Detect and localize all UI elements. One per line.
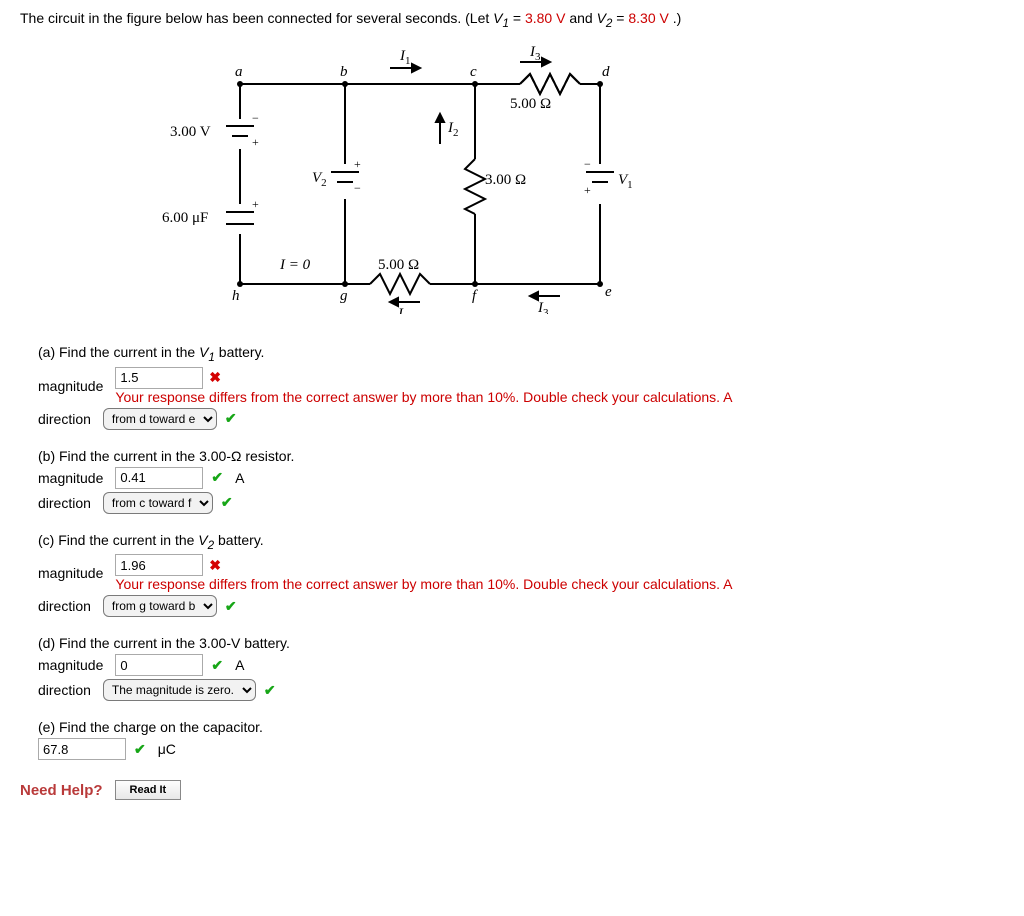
part-d-direction-select[interactable]: The magnitude is zero.: [103, 679, 256, 701]
svg-text:+: +: [354, 157, 361, 171]
x-icon: ✖: [207, 369, 223, 385]
svg-text:3.00 V: 3.00 V: [170, 124, 211, 140]
node-f: f: [472, 288, 478, 304]
part-e-prompt: (e) Find the charge on the capacitor.: [38, 719, 1004, 735]
magnitude-label: magnitude: [38, 378, 103, 394]
part-c-direction-select[interactable]: from g toward b: [103, 595, 217, 617]
part-e: (e) Find the charge on the capacitor. ✔ …: [38, 719, 1004, 760]
node-c: c: [470, 64, 477, 80]
svg-text:+: +: [252, 197, 259, 211]
svg-text:5.00 Ω: 5.00 Ω: [378, 257, 419, 273]
check-icon: ✔: [223, 598, 239, 615]
svg-text:I1: I1: [399, 48, 411, 67]
part-e-input[interactable]: [38, 738, 126, 760]
part-b-magnitude-input[interactable]: [115, 467, 203, 489]
svg-text:I2: I2: [447, 120, 459, 139]
x-icon: ✖: [207, 557, 223, 573]
check-icon: ✔: [262, 682, 278, 699]
svg-text:3.00 Ω: 3.00 Ω: [485, 172, 526, 188]
svg-text:−: −: [354, 181, 361, 195]
node-b: b: [340, 64, 348, 80]
v2-value: 8.30 V: [628, 10, 668, 26]
node-h: h: [232, 288, 240, 304]
part-b-direction-select[interactable]: from c toward f: [103, 492, 213, 514]
node-d: d: [602, 64, 610, 80]
svg-text:V2: V2: [312, 170, 327, 189]
svg-text:+: +: [252, 135, 259, 149]
part-d: (d) Find the current in the 3.00-V batte…: [38, 635, 1004, 701]
part-b: (b) Find the current in the 3.00-Ω resis…: [38, 448, 1004, 514]
svg-text:+: +: [584, 183, 591, 197]
check-icon: ✔: [209, 469, 225, 486]
part-a-direction-select[interactable]: from d toward e: [103, 408, 217, 430]
problem-statement: The circuit in the figure below has been…: [20, 10, 1004, 30]
part-d-prompt: (d) Find the current in the 3.00-V batte…: [38, 635, 1004, 651]
svg-text:V1: V1: [618, 172, 633, 191]
part-c-prompt: (c) Find the current in the V2 battery.: [38, 532, 1004, 552]
svg-text:−: −: [252, 111, 259, 125]
svg-text:I = 0: I = 0: [279, 257, 311, 273]
check-icon: ✔: [223, 410, 239, 427]
need-help-section: Need Help? Read It: [20, 780, 1004, 800]
need-help-label: Need Help?: [20, 782, 103, 799]
svg-text:I1: I1: [397, 306, 409, 314]
check-icon: ✔: [132, 741, 148, 758]
intro-prefix: The circuit in the figure below has been…: [20, 10, 493, 26]
part-a: (a) Find the current in the V1 battery. …: [38, 344, 1004, 430]
part-a-prompt: (a) Find the current in the V1 battery.: [38, 344, 1004, 364]
svg-text:I3: I3: [529, 44, 541, 63]
check-icon: ✔: [219, 494, 235, 511]
part-d-magnitude-input[interactable]: [115, 654, 203, 676]
node-g: g: [340, 288, 348, 304]
part-a-error: Your response differs from the correct a…: [115, 389, 732, 405]
node-a: a: [235, 64, 243, 80]
v2-symbol: V2: [597, 10, 613, 26]
circuit-diagram: a b c d e f g h I1 I3 I2 I1 I3 3.00 V 6.…: [120, 44, 740, 314]
read-it-button[interactable]: Read It: [115, 780, 182, 800]
svg-text:−: −: [584, 157, 591, 171]
node-e: e: [605, 284, 612, 300]
v1-value: 3.80 V: [525, 10, 565, 26]
svg-text:I3: I3: [537, 300, 549, 314]
part-a-magnitude-input[interactable]: [115, 367, 203, 389]
v1-symbol: V1: [493, 10, 509, 26]
svg-text:5.00 Ω: 5.00 Ω: [510, 96, 551, 112]
svg-text:6.00 μF: 6.00 μF: [162, 210, 208, 226]
part-c-magnitude-input[interactable]: [115, 554, 203, 576]
part-c: (c) Find the current in the V2 battery. …: [38, 532, 1004, 618]
part-c-error: Your response differs from the correct a…: [115, 576, 732, 592]
direction-label: direction: [38, 411, 91, 427]
check-icon: ✔: [209, 657, 225, 674]
part-b-prompt: (b) Find the current in the 3.00-Ω resis…: [38, 448, 1004, 464]
